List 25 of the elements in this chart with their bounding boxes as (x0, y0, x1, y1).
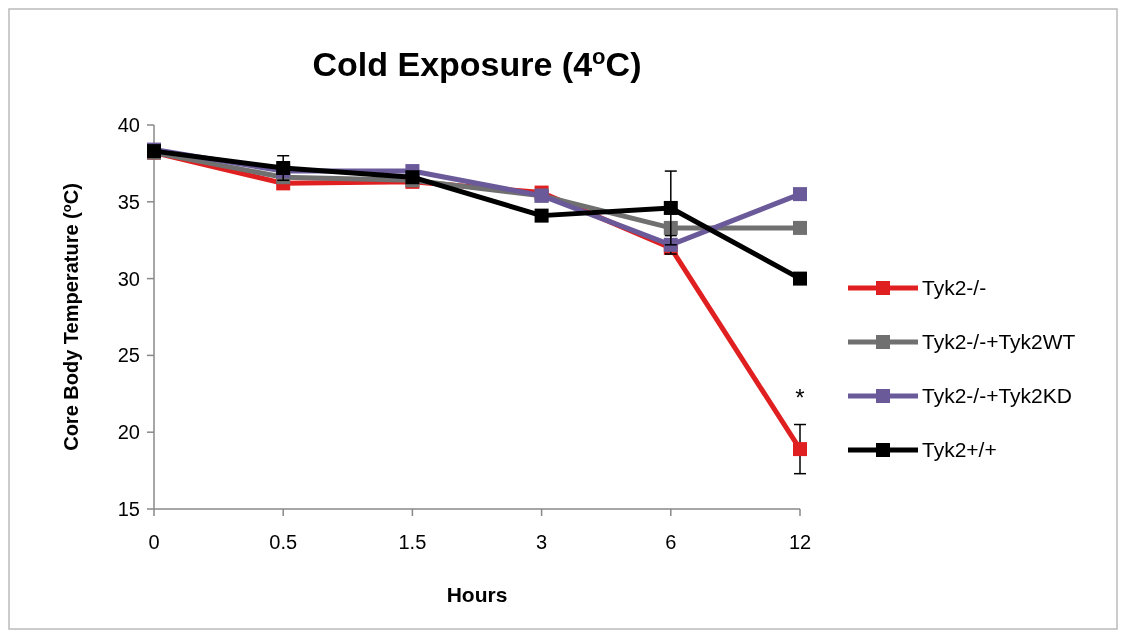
x-tick-label: 12 (788, 531, 812, 553)
x-tick-label: 0.5 (269, 531, 298, 553)
point (793, 442, 807, 457)
y-tick-label: 40 (117, 114, 140, 136)
y-tick-label: 20 (117, 421, 140, 444)
legend-label: Tyk2-/-+Tyk2WT (922, 330, 1076, 354)
x-tick-label: 6 (665, 531, 677, 553)
y-tick-label: 30 (117, 267, 140, 290)
x-tick-label: 1.5 (398, 531, 427, 553)
point (534, 208, 549, 223)
y-tick-label: 25 (117, 344, 140, 367)
x-tick-label: 0 (148, 531, 160, 553)
legend-label: Tyk2-/-+Tyk2KD (922, 384, 1072, 408)
legend-label: Tyk2+/+ (922, 438, 997, 462)
point (663, 200, 678, 215)
point (793, 220, 807, 235)
legend-label: Tyk2-/- (922, 276, 987, 300)
chart-title: Cold Exposure (4$^{o}$C) (312, 43, 642, 83)
y-tick-label: 35 (117, 190, 140, 213)
y-tick-label: 15 (117, 498, 140, 520)
x-axis-title: Hours (446, 583, 508, 606)
point (793, 271, 807, 286)
point (793, 187, 807, 202)
x-tick-label: 3 (536, 531, 548, 553)
annotation: * (795, 384, 805, 412)
